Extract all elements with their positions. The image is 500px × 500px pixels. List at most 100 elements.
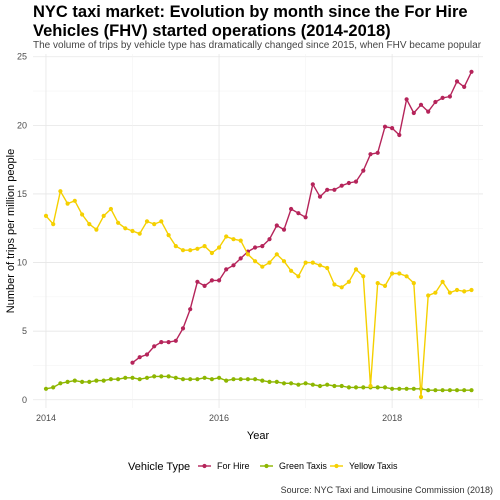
x-tick-label: 2014 [36,413,56,423]
data-point-green-taxis [339,383,344,389]
data-point-green-taxis [281,381,287,386]
y-tick-label: 25 [17,52,27,62]
data-point-yellow-taxis [80,212,85,217]
data-point-green-taxis [274,379,279,384]
data-point-green-taxis [390,386,395,391]
series-yellow-taxis [43,189,474,400]
data-point-green-taxis [202,375,207,380]
data-point-yellow-taxis [65,201,70,206]
data-point-yellow-taxis [339,285,344,290]
data-point-green-taxis [404,386,409,391]
data-point-for-hire [152,344,157,349]
data-point-for-hire [253,245,258,250]
data-point-yellow-taxis [94,227,99,232]
data-point-green-taxis [80,379,85,384]
chart-title: NYC taxi market: Evolution by month sinc… [33,3,468,40]
y-axis: 0 5 10 15 20 25 [17,52,27,405]
legend-label: Green Taxis [279,461,327,471]
data-point-yellow-taxis [332,282,337,287]
data-point-yellow-taxis [224,234,229,239]
data-point-for-hire [296,211,301,216]
data-point-for-hire [188,307,193,312]
data-point-yellow-taxis [368,383,373,389]
data-point-green-taxis [332,383,337,389]
data-point-for-hire [368,152,373,157]
data-point-for-hire [144,352,150,357]
data-point-for-hire [332,187,337,192]
data-point-yellow-taxis [397,271,402,276]
data-point-yellow-taxis [58,189,63,194]
data-point-for-hire [447,94,452,99]
data-point-yellow-taxis [159,219,164,224]
y-tick-label: 10 [17,258,27,268]
data-point-green-taxis [469,388,474,393]
legend-label: Yellow Taxis [349,461,398,471]
data-point-green-taxis [130,375,135,380]
data-point-for-hire [361,168,366,173]
data-point-yellow-taxis [130,228,135,234]
series-for-hire [130,69,474,365]
data-point-for-hire [390,126,395,131]
data-point-green-taxis [267,379,272,384]
data-point-green-taxis [289,381,294,386]
series-line-for-hire [132,71,473,364]
data-point-for-hire [346,180,351,186]
data-point-for-hire [281,227,287,232]
data-point-green-taxis [58,381,63,386]
data-point-yellow-taxis [202,244,207,249]
data-point-yellow-taxis [253,259,258,264]
data-point-yellow-taxis [274,252,279,257]
data-point-yellow-taxis [144,219,150,224]
data-point-for-hire [469,69,474,74]
data-point-green-taxis [382,385,388,390]
data-point-yellow-taxis [166,233,171,238]
data-point-green-taxis [447,388,452,393]
data-point-green-taxis [87,379,92,384]
data-point-for-hire [404,97,409,102]
legend-item-yellow-taxis: Yellow Taxis [330,461,398,471]
data-point-green-taxis [152,374,157,379]
data-point-green-taxis [144,375,150,380]
data-point-green-taxis [433,388,438,393]
data-point-yellow-taxis [296,274,301,279]
data-point-green-taxis [361,385,366,390]
data-point-yellow-taxis [195,246,200,251]
data-point-yellow-taxis [188,248,193,253]
data-point-for-hire [375,150,380,155]
x-axis: 2014 2016 2018 [36,413,402,423]
data-point-yellow-taxis [231,237,236,242]
data-point-yellow-taxis [51,222,56,227]
data-point-for-hire [325,187,330,192]
data-point-for-hire [411,110,416,116]
x-tick-label: 2018 [382,413,402,423]
data-point-green-taxis [94,378,99,383]
data-point-for-hire [433,99,438,105]
legend-label: For Hire [217,461,250,471]
series-line-yellow-taxis [45,190,472,398]
data-point-yellow-taxis [289,268,294,273]
data-point-yellow-taxis [404,274,409,279]
data-point-for-hire [353,179,359,184]
data-point-for-hire [195,279,200,284]
data-point-for-hire [317,194,323,199]
data-point-for-hire [440,95,445,100]
data-point-green-taxis [253,377,258,382]
data-point-green-taxis [180,377,186,382]
data-point-green-taxis [217,375,222,380]
data-point-yellow-taxis [462,289,467,294]
data-point-yellow-taxis [454,287,460,293]
data-point-for-hire [231,263,236,268]
data-point-green-taxis [397,386,402,391]
data-point-yellow-taxis [137,231,142,236]
legend-title: Vehicle Type [128,461,190,473]
data-point-yellow-taxis [375,281,380,286]
data-point-for-hire [382,124,388,129]
data-point-yellow-taxis [317,263,323,268]
legend-key-point [264,463,269,469]
data-point-yellow-taxis [346,279,351,284]
data-point-green-taxis [238,377,243,382]
data-point-green-taxis [426,388,431,393]
data-point-green-taxis [159,374,164,379]
data-point-green-taxis [310,382,315,387]
data-point-green-taxis [224,378,229,383]
